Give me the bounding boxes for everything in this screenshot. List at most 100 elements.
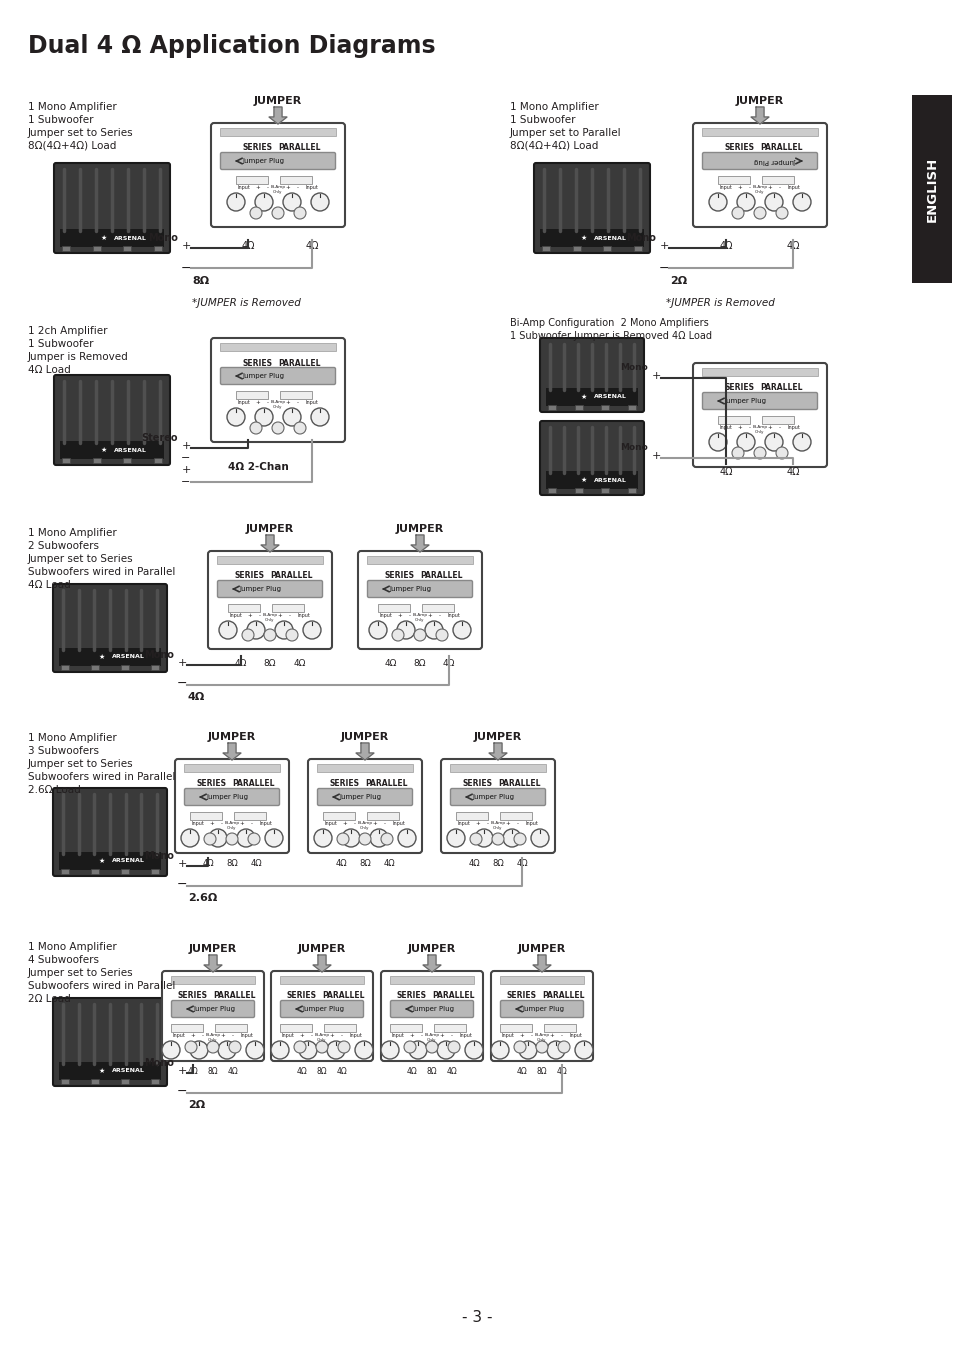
- Circle shape: [274, 621, 293, 639]
- Text: +: +: [659, 242, 668, 251]
- Text: Input: Input: [305, 400, 318, 405]
- Text: -: -: [202, 1033, 204, 1038]
- Text: -: -: [409, 613, 411, 618]
- Text: 4Ω: 4Ω: [202, 860, 213, 868]
- Bar: [627, 487, 636, 493]
- Text: 4Ω: 4Ω: [294, 659, 306, 667]
- Text: +: +: [505, 821, 510, 826]
- Text: Bi-Amp
Only: Bi-Amp Only: [314, 1033, 329, 1042]
- Text: Jumper Plug: Jumper Plug: [239, 586, 281, 593]
- Text: Jumper Plug: Jumper Plug: [472, 794, 514, 801]
- Text: +: +: [181, 441, 191, 451]
- Circle shape: [380, 833, 393, 845]
- Bar: [718, 416, 749, 424]
- Circle shape: [370, 829, 388, 846]
- Text: SERIES: SERIES: [243, 359, 273, 367]
- Text: ★: ★: [101, 235, 107, 242]
- Text: 8Ω: 8Ω: [263, 659, 276, 667]
- Text: PARALLEL: PARALLEL: [760, 383, 802, 393]
- Text: 1 Mono Amplifier: 1 Mono Amplifier: [510, 103, 598, 112]
- Text: −: −: [176, 878, 187, 891]
- Text: 1 Subwoofer: 1 Subwoofer: [510, 115, 575, 126]
- Text: +: +: [239, 821, 244, 826]
- Bar: [421, 603, 454, 612]
- Text: -: -: [779, 425, 781, 431]
- Circle shape: [396, 621, 415, 639]
- Bar: [61, 869, 69, 873]
- Text: Jumper set to Series: Jumper set to Series: [28, 759, 133, 769]
- Text: Mono: Mono: [625, 234, 656, 243]
- Text: Bi-Amp
Only: Bi-Amp Only: [271, 400, 285, 409]
- Text: 4Ω: 4Ω: [188, 693, 205, 702]
- Text: PARALLEL: PARALLEL: [233, 779, 275, 788]
- Text: ★: ★: [101, 447, 107, 454]
- Text: Input: Input: [501, 1033, 514, 1038]
- FancyBboxPatch shape: [357, 551, 481, 649]
- Text: Jumper Plug: Jumper Plug: [753, 158, 795, 163]
- Text: ★: ★: [580, 235, 586, 242]
- Circle shape: [219, 621, 236, 639]
- Bar: [92, 246, 101, 251]
- Bar: [214, 1025, 247, 1031]
- FancyBboxPatch shape: [308, 759, 421, 853]
- Circle shape: [514, 833, 525, 845]
- FancyBboxPatch shape: [271, 971, 373, 1061]
- Text: 8Ω(4Ω+4Ω) Load: 8Ω(4Ω+4Ω) Load: [510, 140, 598, 151]
- Polygon shape: [533, 954, 551, 972]
- Text: Input: Input: [324, 821, 337, 826]
- Bar: [324, 1025, 355, 1031]
- Circle shape: [397, 829, 416, 846]
- Bar: [572, 246, 580, 251]
- Text: -: -: [451, 1033, 453, 1038]
- Circle shape: [531, 829, 548, 846]
- Circle shape: [204, 833, 215, 845]
- Text: 8Ω: 8Ω: [426, 1066, 436, 1076]
- Bar: [456, 811, 488, 819]
- FancyBboxPatch shape: [701, 153, 817, 170]
- Bar: [228, 603, 260, 612]
- Circle shape: [272, 423, 284, 433]
- Bar: [280, 392, 312, 400]
- Polygon shape: [411, 535, 429, 552]
- Circle shape: [264, 629, 275, 641]
- Bar: [153, 458, 162, 463]
- Bar: [62, 458, 70, 463]
- Bar: [911, 95, 951, 284]
- Circle shape: [341, 829, 359, 846]
- Text: ARSENAL: ARSENAL: [113, 447, 147, 452]
- Bar: [499, 976, 583, 984]
- Bar: [121, 666, 129, 670]
- Text: +: +: [220, 1033, 225, 1038]
- Circle shape: [369, 621, 387, 639]
- FancyBboxPatch shape: [162, 971, 264, 1061]
- Circle shape: [283, 193, 301, 211]
- Bar: [216, 556, 323, 564]
- Text: ★: ★: [99, 653, 105, 660]
- Circle shape: [764, 193, 782, 211]
- Bar: [153, 246, 162, 251]
- Circle shape: [227, 408, 245, 427]
- Bar: [91, 666, 99, 670]
- Text: ARSENAL: ARSENAL: [112, 1068, 145, 1073]
- Text: Jumper Plug: Jumper Plug: [302, 1006, 344, 1012]
- Text: 4Ω: 4Ω: [383, 860, 395, 868]
- Text: +: +: [373, 821, 377, 826]
- Polygon shape: [355, 743, 374, 760]
- Text: Mono: Mono: [148, 234, 178, 243]
- Text: +: +: [427, 613, 432, 618]
- Circle shape: [218, 1041, 235, 1058]
- FancyBboxPatch shape: [539, 338, 643, 412]
- Text: JUMPER: JUMPER: [208, 732, 255, 742]
- Text: Bi-Amp
Only: Bi-Amp Only: [224, 821, 239, 830]
- Bar: [220, 343, 335, 351]
- Circle shape: [426, 1041, 437, 1053]
- Text: +: +: [767, 425, 772, 431]
- Text: ARSENAL: ARSENAL: [594, 478, 626, 482]
- Circle shape: [737, 193, 754, 211]
- Text: JUMPER: JUMPER: [189, 944, 237, 954]
- Text: JUMPER: JUMPER: [246, 524, 294, 535]
- Bar: [60, 441, 164, 459]
- Bar: [59, 852, 161, 869]
- Text: -: -: [354, 821, 355, 826]
- Text: 8Ω: 8Ω: [414, 659, 426, 667]
